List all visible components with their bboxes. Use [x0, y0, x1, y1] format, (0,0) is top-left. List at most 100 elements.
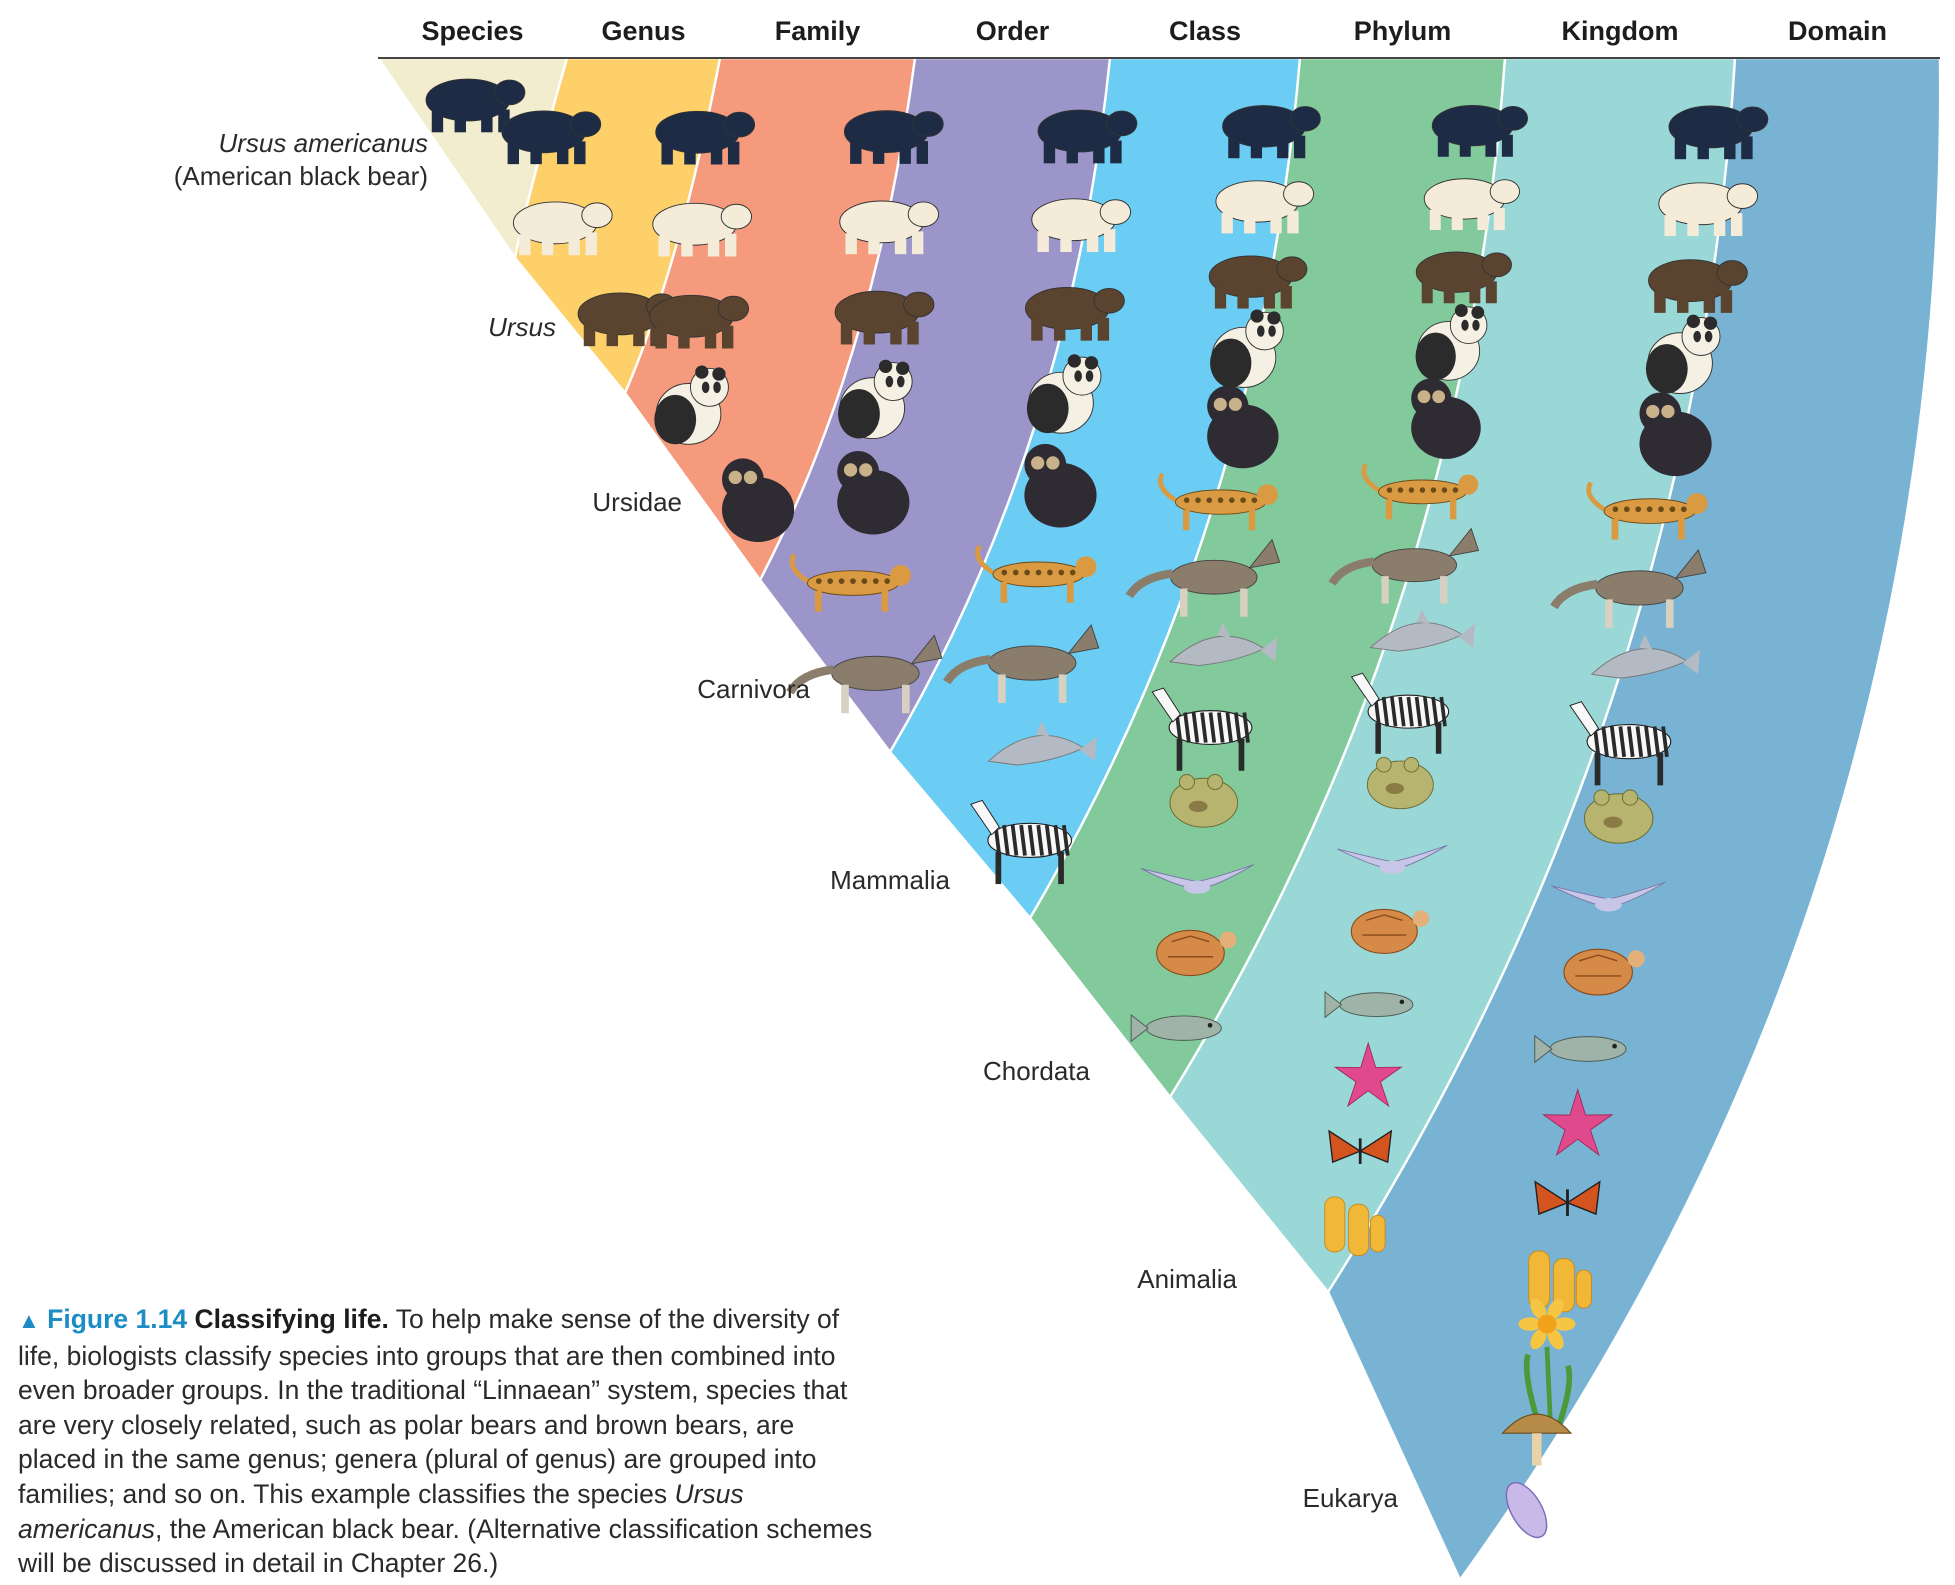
frog-icon — [1169, 774, 1239, 828]
bird-icon — [1140, 864, 1254, 894]
caption-species-name: Ursus americanus — [18, 1478, 744, 1544]
organisms-class — [943, 109, 1138, 885]
organisms-domain — [1501, 105, 1769, 1539]
header-order: Order — [976, 16, 1050, 46]
leopard-icon — [1361, 463, 1479, 520]
organisms-order — [786, 110, 944, 714]
spectacled-bear-icon — [837, 450, 910, 535]
zebra-icon — [1151, 687, 1253, 771]
caption-text: To help make sense of the diversity of l… — [18, 1304, 848, 1509]
brown-bear-icon — [649, 294, 750, 349]
organisms-family — [649, 110, 795, 542]
header-kingdom: Kingdom — [1562, 16, 1679, 46]
brown-bear-icon — [1025, 286, 1125, 341]
giant-panda-icon — [1026, 354, 1102, 434]
figure-number: Figure 1.14 — [47, 1304, 188, 1334]
rank-label-phylum: Chordata — [983, 1056, 1090, 1086]
organisms-species — [425, 78, 526, 133]
header-genus: Genus — [601, 16, 685, 46]
paramecium-icon — [1505, 1481, 1548, 1539]
zebra-icon — [970, 799, 1073, 885]
fish-icon — [1130, 1014, 1222, 1043]
rank-label-common-name: (American black bear) — [174, 161, 428, 191]
wolf-icon — [1328, 527, 1480, 604]
frog-icon — [1583, 789, 1654, 844]
leopard-icon — [1157, 472, 1278, 531]
butterfly-icon — [1328, 1129, 1393, 1164]
polar-bear-icon — [652, 202, 753, 257]
band-species — [375, 56, 569, 262]
header-species: Species — [421, 16, 523, 46]
leopard-icon — [789, 553, 911, 612]
sea-star-icon — [1333, 1041, 1403, 1108]
spectacled-bear-icon — [721, 458, 795, 542]
zebra-icon — [1350, 672, 1450, 754]
black-bear-icon — [843, 110, 944, 164]
rank-label-family: Ursidae — [592, 487, 682, 517]
polar-bear-icon — [1031, 198, 1132, 252]
butterfly-icon — [1534, 1180, 1601, 1216]
dolphin-icon — [1590, 634, 1700, 679]
giant-panda-icon — [1415, 304, 1488, 381]
black-bear-icon — [425, 78, 526, 133]
frog-icon — [1366, 756, 1434, 810]
figure-title: Classifying life. — [194, 1304, 389, 1334]
polar-bear-icon — [1423, 178, 1520, 231]
brown-bear-icon — [1415, 251, 1512, 304]
giant-panda-icon — [654, 365, 729, 445]
header-domain: Domain — [1788, 16, 1887, 46]
header-class: Class — [1169, 16, 1241, 46]
giant-panda-icon — [838, 359, 913, 440]
turtle-icon — [1156, 929, 1237, 977]
organisms-phylum — [1125, 105, 1321, 1043]
header-phylum: Phylum — [1354, 16, 1452, 46]
organism-illustrations — [425, 78, 1769, 1539]
rank-label-kingdom: Animalia — [1137, 1264, 1237, 1294]
wolf-icon — [943, 624, 1100, 703]
black-bear-icon — [1668, 105, 1769, 160]
rank-names: Ursus americanus(American black bear) Urs… — [174, 128, 1399, 1513]
organisms-kingdom — [1324, 105, 1528, 1256]
dolphin-icon — [1169, 622, 1278, 667]
caption-triangle-icon: ▲ — [18, 1308, 40, 1333]
brown-bear-icon — [1208, 255, 1308, 309]
brown-bear-icon — [1648, 259, 1748, 313]
leopard-icon — [1586, 481, 1708, 540]
rank-label-domain: Eukarya — [1303, 1483, 1399, 1513]
spectacled-bear-icon — [1411, 378, 1481, 459]
turtle-icon — [1563, 948, 1645, 996]
spectacled-bear-icon — [1639, 392, 1712, 477]
black-bear-icon — [1431, 105, 1528, 157]
wolf-icon — [1550, 548, 1707, 628]
mushroom-icon — [1501, 1413, 1573, 1466]
fish-icon — [1534, 1034, 1627, 1064]
black-bear-icon — [655, 110, 756, 165]
rank-headers: Species Genus Family Order Class Phylum Kingdo… — [421, 16, 1887, 46]
header-family: Family — [775, 16, 861, 46]
bird-icon — [1337, 844, 1448, 874]
leopard-icon — [975, 544, 1097, 603]
spectacled-bear-icon — [1024, 443, 1097, 528]
black-bear-icon — [1222, 105, 1321, 159]
fish-icon — [1324, 990, 1414, 1019]
figure-caption: ▲ Figure 1.14 Classifying life. To help … — [18, 1302, 878, 1581]
polar-bear-icon — [512, 201, 613, 256]
rank-label-genus: Ursus — [488, 312, 556, 342]
caption-text-end: , the American black bear. (Alternative … — [18, 1513, 873, 1579]
wolf-icon — [786, 634, 943, 714]
rank-label-order: Carnivora — [697, 674, 810, 704]
dolphin-icon — [1369, 609, 1475, 652]
polar-bear-icon — [1658, 182, 1759, 237]
polar-bear-icon — [1215, 180, 1315, 234]
zebra-icon — [1569, 701, 1672, 786]
black-bear-icon — [1037, 109, 1138, 164]
giant-panda-icon — [1645, 314, 1721, 394]
bird-icon — [1551, 881, 1666, 912]
giant-panda-icon — [1210, 309, 1284, 388]
brown-bear-icon — [834, 290, 935, 345]
black-bear-icon — [501, 110, 602, 165]
sponge-icon — [1324, 1196, 1386, 1256]
sponge-icon — [1528, 1250, 1592, 1313]
sea-star-icon — [1541, 1088, 1614, 1157]
